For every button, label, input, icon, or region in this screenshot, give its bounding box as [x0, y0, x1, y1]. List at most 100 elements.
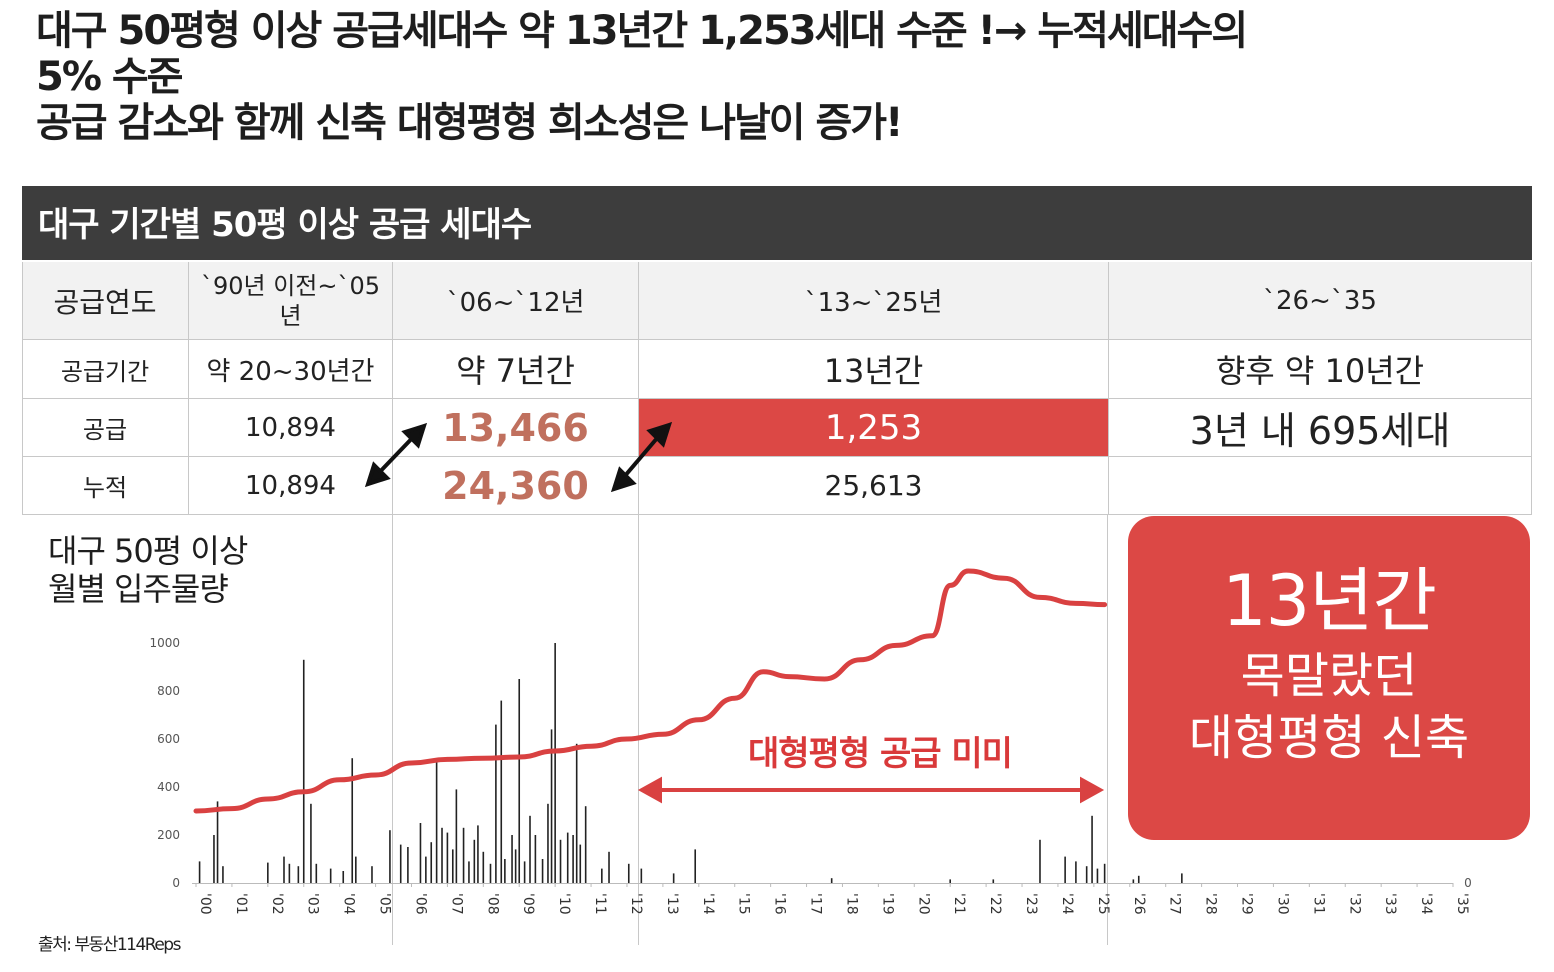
bar [419, 823, 422, 883]
cumulative-value-2: 24,360 [393, 457, 639, 515]
red-span-arrow [637, 776, 1105, 804]
bar [1091, 815, 1093, 883]
bar [1103, 863, 1106, 883]
supply-value-1: 10,894 [189, 399, 393, 457]
x-tick-label: '06 [412, 893, 428, 915]
bar [830, 878, 833, 883]
bar [1137, 875, 1140, 883]
double-arrow-2 [610, 421, 673, 493]
x-tick-label: '31 [1310, 893, 1326, 915]
bar [608, 851, 610, 883]
x-tick-label: '12 [628, 893, 644, 915]
bar [355, 856, 357, 883]
bar [575, 743, 578, 883]
right-y-tick-label: 0 [1464, 876, 1472, 890]
chart-label: 대구 50평 이상 월별 입주물량 [48, 532, 248, 608]
bar [389, 830, 391, 883]
bar [462, 827, 465, 883]
period-value-1: 약 20~30년간 [189, 340, 393, 399]
bar [992, 879, 995, 883]
bar [640, 868, 643, 883]
bar [694, 849, 697, 883]
bar [446, 832, 449, 883]
bar [351, 758, 354, 883]
headline-line-2: 5% 수준 [36, 54, 183, 100]
supply-value-3: 1,253 [639, 399, 1109, 457]
bar [504, 859, 506, 883]
bar [283, 856, 285, 883]
period-value-4: 향후 약 10년간 [1109, 340, 1532, 399]
x-tick-label: '16 [772, 893, 788, 915]
bar [559, 839, 562, 883]
bar [1096, 868, 1099, 883]
x-tick-label: '10 [556, 893, 572, 915]
y-tick-label: 0 [172, 876, 180, 890]
x-tick-label: '05 [377, 893, 393, 915]
x-tick-label: '11 [592, 893, 608, 915]
x-tick-label: '24 [1059, 893, 1075, 915]
row-label-supply: 공급 [22, 399, 189, 457]
bar [198, 861, 201, 883]
x-tick-label: '33 [1382, 893, 1398, 915]
bar [430, 842, 433, 883]
header-cell-period-4: `26~`35 [1109, 262, 1532, 340]
x-tick-label: '27 [1167, 893, 1183, 915]
y-tick-label: 800 [157, 684, 180, 698]
headline: 대구 50평형 이상 공급세대수 약 13년간 1,253세대 수준 !→ 누적… [36, 8, 1516, 146]
x-tick-label: '20 [915, 893, 931, 915]
x-tick-label: '01 [233, 893, 249, 915]
headline-line-3: 공급 감소와 함께 신축 대형평형 희소성은 나날이 증가! [36, 100, 903, 146]
y-tick-label: 600 [157, 732, 180, 746]
y-tick-label: 1000 [149, 636, 180, 650]
x-tick-label: '13 [664, 893, 680, 915]
bar [473, 839, 476, 883]
callout-line-3: 대형평형 신축 [1188, 710, 1470, 766]
source-note: 출처: 부동산114Reps [38, 935, 181, 955]
callout-line-2: 목말랐던 [1240, 648, 1418, 704]
x-tick-label: '30 [1274, 893, 1290, 915]
x-tick-label: '08 [484, 893, 500, 915]
bar [468, 861, 470, 883]
bar [222, 866, 224, 883]
bar [407, 847, 409, 883]
bar [267, 862, 269, 883]
period-value-2: 약 7년간 [393, 340, 639, 399]
x-tick-label: '15 [736, 893, 752, 915]
bar [523, 861, 526, 883]
x-tick-label: '29 [1239, 893, 1255, 915]
x-tick-label: '03 [305, 893, 321, 915]
bar [1085, 866, 1088, 883]
y-tick-label: 200 [157, 828, 180, 842]
bar [435, 760, 438, 883]
period-value-3: 13년간 [639, 340, 1109, 399]
annotation-low-supply: 대형평형 공급 미미 [748, 734, 1013, 774]
header-cell-period-2: `06~`12년 [393, 262, 639, 340]
bar [451, 849, 454, 883]
callout-line-1: 13년간 [1222, 560, 1437, 642]
bar [399, 844, 402, 883]
bar [1039, 839, 1041, 883]
x-tick-label: '28 [1203, 893, 1219, 915]
cumulative-value-3: 25,613 [639, 457, 1109, 515]
bar [572, 835, 574, 883]
bar [371, 866, 373, 883]
cumulative-trend-line [193, 568, 1108, 814]
bar [627, 863, 630, 883]
x-tick-label: '14 [700, 893, 716, 915]
x-tick-label: '23 [1023, 893, 1039, 915]
bar [489, 863, 492, 883]
supply-value-2: 13,466 [393, 399, 639, 457]
x-tick-label: '34 [1418, 893, 1434, 915]
bar [425, 856, 427, 883]
bar [288, 863, 291, 883]
x-tick-label: '18 [843, 893, 859, 915]
header-cell-period-3: `13~`25년 [639, 262, 1109, 340]
bar [310, 803, 312, 883]
bar [1181, 873, 1183, 883]
bar [534, 835, 537, 883]
bar [511, 835, 513, 883]
bar [547, 803, 549, 883]
x-tick-label: '02 [269, 893, 285, 915]
x-tick-label: '21 [951, 893, 967, 915]
bar [329, 868, 332, 883]
